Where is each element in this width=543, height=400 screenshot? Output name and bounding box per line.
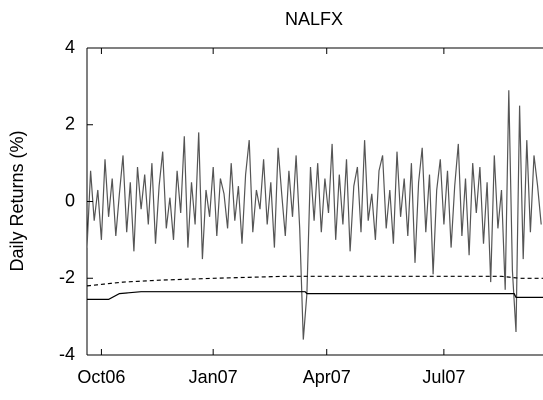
x-tick-label: Oct06 [77, 367, 125, 387]
series-line [87, 90, 542, 340]
y-tick-label: 4 [65, 37, 75, 57]
y-tick-label: 0 [65, 190, 75, 210]
series-line [87, 275, 543, 287]
series-line [87, 291, 543, 300]
y-tick-label: 2 [65, 114, 75, 134]
y-axis-label: Daily Returns (%) [7, 130, 27, 271]
y-tick-label: -2 [59, 267, 75, 287]
x-tick-label: Jul07 [422, 367, 465, 387]
y-tick-label: -4 [59, 344, 75, 364]
plot-area [87, 90, 543, 340]
x-tick-label: Jan07 [189, 367, 238, 387]
x-tick-label: Apr07 [303, 367, 351, 387]
chart-title: NALFX [285, 9, 343, 29]
